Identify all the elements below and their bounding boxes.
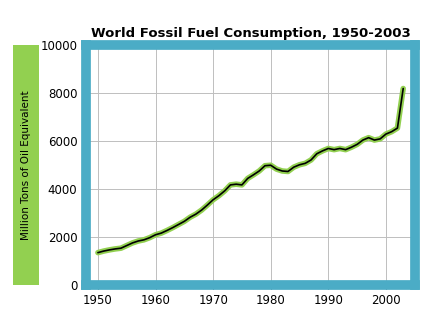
- Text: Million Tons of Oil Equivalent: Million Tons of Oil Equivalent: [21, 90, 31, 240]
- Title: World Fossil Fuel Consumption, 1950-2003: World Fossil Fuel Consumption, 1950-2003: [91, 27, 410, 40]
